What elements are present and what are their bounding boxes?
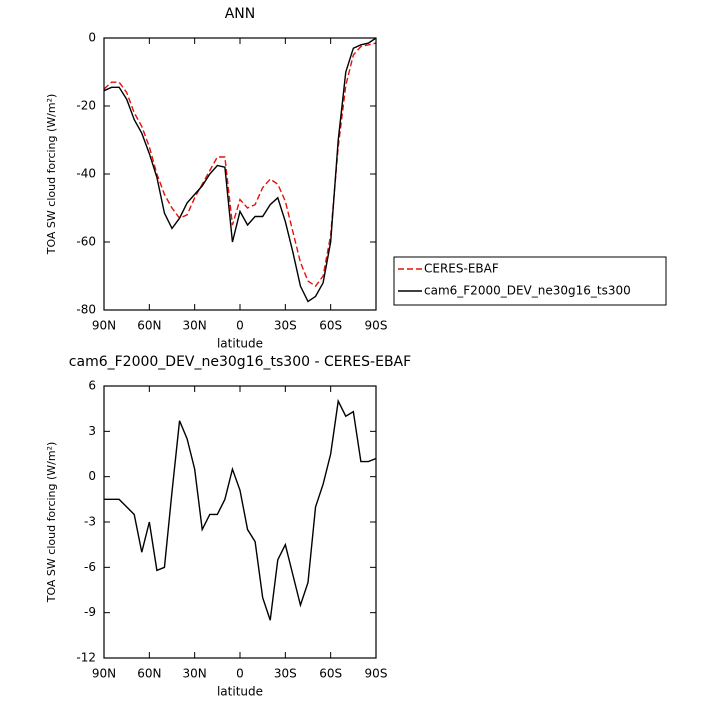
x-tick-label: 60S (319, 667, 342, 681)
y-tick-label: 6 (88, 379, 96, 393)
x-tick-label: 30N (183, 667, 207, 681)
y-tick-label: -3 (84, 515, 96, 529)
x-tick-label: 60N (137, 667, 161, 681)
plot-frame (103, 385, 377, 659)
x-tick-label: 90N (92, 667, 116, 681)
chart-title: ANN (225, 6, 256, 22)
legend-label: CERES-EBAF (424, 262, 499, 276)
y-tick-label: -40 (76, 167, 96, 181)
x-tick-label: 30S (274, 667, 297, 681)
y-tick-label: 0 (88, 31, 96, 45)
x-tick-label: 0 (236, 319, 244, 333)
x-tick-label: 30N (183, 319, 207, 333)
y-tick-label: -6 (84, 560, 96, 574)
y-axis-label: TOA SW cloud forcing (W/m²) (45, 94, 58, 256)
y-tick-label: -9 (84, 605, 96, 619)
y-tick-label: -20 (76, 99, 96, 113)
x-tick-label: 90S (365, 319, 388, 333)
x-tick-label: 90S (365, 667, 388, 681)
data-line (103, 42, 377, 288)
x-axis-label: latitude (217, 337, 263, 351)
y-tick-label: -60 (76, 235, 96, 249)
legend-box (393, 256, 667, 306)
data-line (104, 398, 377, 621)
y-tick-label: 0 (88, 469, 96, 483)
x-tick-label: 60N (137, 319, 161, 333)
y-tick-label: -80 (76, 303, 96, 317)
y-tick-label: 3 (88, 424, 96, 438)
y-axis-label: TOA SW cloud forcing (W/m²) (45, 442, 58, 604)
x-tick-label: 0 (236, 667, 244, 681)
x-axis-label: latitude (217, 685, 263, 699)
y-tick-label: -12 (76, 651, 96, 665)
x-tick-label: 60S (319, 319, 342, 333)
data-line (103, 37, 377, 303)
x-tick-label: 90N (92, 319, 116, 333)
legend-label: cam6_F2000_DEV_ne30g16_ts300 (424, 284, 631, 298)
x-tick-label: 30S (274, 319, 297, 333)
plot-frame (103, 37, 377, 311)
chart-title: cam6_F2000_DEV_ne30g16_ts300 - CERES-EBA… (69, 354, 411, 370)
